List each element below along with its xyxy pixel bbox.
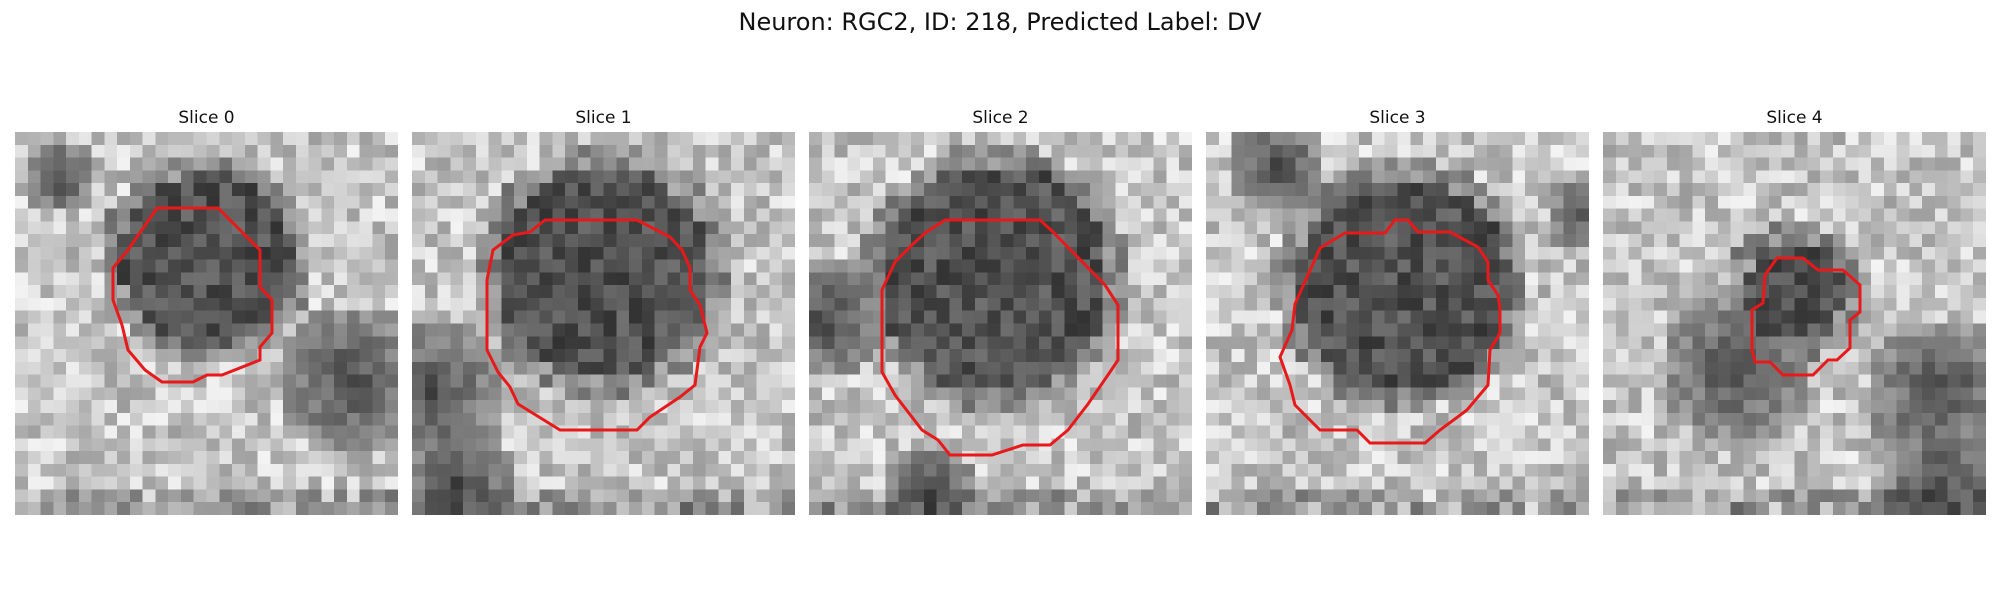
slice-image — [809, 132, 1192, 515]
slice-title: Slice 2 — [972, 108, 1029, 128]
slice-panel-4: Slice 4 — [1603, 106, 1986, 515]
slice-panel-0: Slice 0 — [15, 106, 398, 515]
slice-image — [1603, 132, 1986, 515]
slice-title: Slice 3 — [1369, 108, 1426, 128]
slice-image — [1206, 132, 1589, 515]
slice-image — [412, 132, 795, 515]
figure-title: Neuron: RGC2, ID: 218, Predicted Label: … — [738, 8, 1262, 36]
slice-title: Slice 0 — [178, 108, 235, 128]
slice-panel-3: Slice 3 — [1206, 106, 1589, 515]
slice-title: Slice 1 — [575, 108, 632, 128]
slice-panel-2: Slice 2 — [809, 106, 1192, 515]
slice-title: Slice 4 — [1766, 108, 1823, 128]
slice-image — [15, 132, 398, 515]
slice-panel-1: Slice 1 — [412, 106, 795, 515]
